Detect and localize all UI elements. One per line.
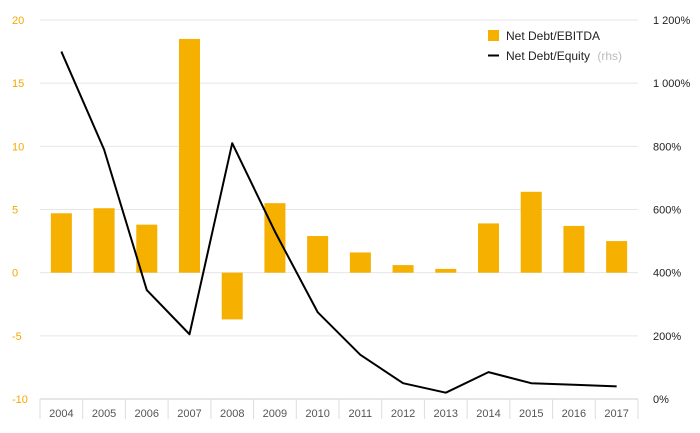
legend-label-line: Net Debt/Equity (rhs)	[506, 49, 622, 63]
x-tick-label: 2008	[220, 408, 244, 420]
bar	[50, 213, 72, 273]
left-tick-label: 20	[12, 15, 24, 27]
bar-series	[50, 38, 628, 320]
legend: Net Debt/EBITDA Net Debt/Equity (rhs)	[488, 29, 622, 63]
right-tick-label: 400%	[653, 268, 681, 280]
bar	[478, 223, 499, 273]
right-tick-label: 600%	[653, 205, 681, 217]
x-tick-label: 2009	[263, 408, 287, 420]
bar	[606, 241, 628, 273]
right-tick-label: 800%	[653, 141, 681, 153]
x-tick-label: 2015	[519, 408, 543, 420]
line-series	[60, 51, 617, 394]
bar	[563, 225, 585, 273]
left-tick-label: -5	[12, 331, 22, 343]
legend-swatch-bar	[488, 30, 499, 41]
right-tick-label: 1 000%	[653, 78, 691, 90]
x-tick-label: 2017	[604, 408, 628, 420]
x-tick-label: 2005	[92, 408, 116, 420]
left-tick-label: 10	[12, 141, 24, 153]
bar	[520, 191, 542, 273]
x-tick-label: 2007	[177, 408, 201, 420]
x-axis: 2004 2005 2006 2007 2008 2009 2010 2011 2012 2013…	[39, 398, 639, 420]
x-tick-label: 2010	[305, 408, 329, 420]
legend-label-line-text: Net Debt/Equity	[506, 49, 590, 63]
left-tick-label: -10	[12, 394, 28, 406]
bar	[264, 203, 286, 273]
x-tick-label: 2014	[476, 408, 500, 420]
right-axis: 1 200% 1 000% 800% 600% 400% 200% 0%	[653, 15, 691, 406]
x-tick-label: 2011	[349, 408, 373, 420]
right-tick-label: 0%	[653, 394, 669, 406]
x-tick-label: 2004	[49, 408, 73, 420]
bar	[349, 252, 371, 273]
right-tick-label: 200%	[653, 331, 681, 343]
left-tick-label: 15	[12, 78, 24, 90]
left-tick-label: 5	[12, 205, 18, 217]
bar	[221, 272, 243, 320]
grid	[40, 19, 638, 400]
x-tick-label: 2006	[135, 408, 159, 420]
x-tick-label: 2013	[434, 408, 458, 420]
bar	[392, 265, 414, 273]
left-axis: 20 15 10 5 0 -5 -10	[12, 15, 28, 406]
x-tick-label: 2016	[562, 408, 586, 420]
right-tick-label: 1 200%	[653, 15, 691, 27]
left-tick-label: 0	[12, 268, 18, 280]
bar	[435, 268, 457, 273]
bar	[179, 38, 200, 273]
legend-label-line-note: (rhs)	[597, 49, 622, 63]
x-tick-label: 2012	[391, 408, 415, 420]
bar	[136, 224, 158, 273]
bar	[93, 208, 115, 273]
line-path	[60, 51, 617, 394]
legend-label-bar: Net Debt/EBITDA	[506, 29, 600, 43]
bar	[307, 236, 329, 273]
